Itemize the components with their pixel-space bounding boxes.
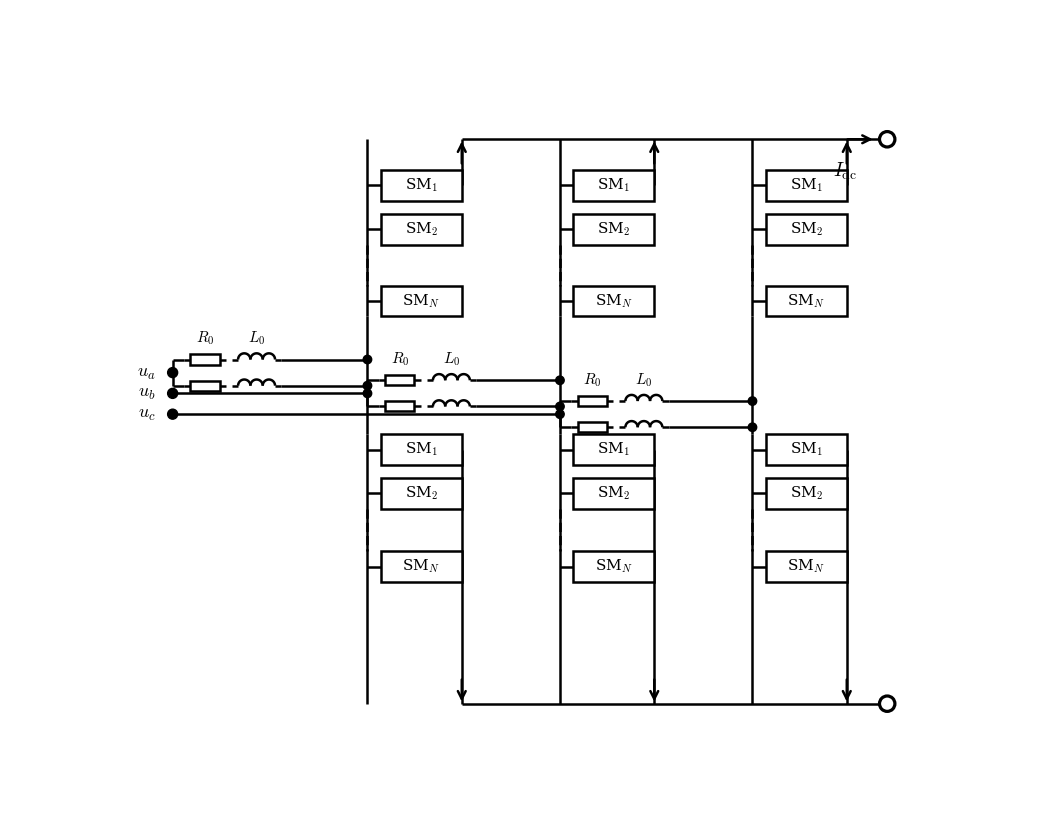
Circle shape — [363, 390, 371, 398]
Text: SM$_N$: SM$_N$ — [787, 558, 826, 576]
Circle shape — [363, 381, 371, 390]
Circle shape — [555, 410, 564, 418]
Text: SM$_N$: SM$_N$ — [787, 292, 826, 310]
Bar — [381, 170, 462, 201]
Bar — [385, 375, 414, 385]
Text: $L_0$: $L_0$ — [635, 371, 652, 389]
Circle shape — [880, 696, 894, 711]
Text: SM$_1$: SM$_1$ — [789, 177, 823, 194]
Circle shape — [167, 389, 178, 399]
Text: SM$_2$: SM$_2$ — [597, 485, 630, 502]
Text: SM$_2$: SM$_2$ — [789, 221, 823, 238]
Text: SM$_2$: SM$_2$ — [789, 485, 823, 502]
Circle shape — [880, 131, 894, 147]
Bar — [190, 355, 219, 365]
Text: $R_0$: $R_0$ — [583, 371, 601, 389]
Bar — [573, 170, 654, 201]
Bar — [381, 434, 462, 465]
Text: SM$_N$: SM$_N$ — [595, 558, 633, 576]
Bar — [765, 285, 847, 317]
Circle shape — [555, 376, 564, 385]
Text: SM$_N$: SM$_N$ — [595, 292, 633, 310]
Bar — [765, 434, 847, 465]
Text: SM$_N$: SM$_N$ — [402, 558, 440, 576]
Bar — [765, 478, 847, 509]
Bar — [765, 214, 847, 245]
Text: SM$_2$: SM$_2$ — [405, 485, 438, 502]
Text: $R_0$: $R_0$ — [196, 330, 214, 347]
Bar — [190, 380, 219, 390]
Text: SM$_1$: SM$_1$ — [405, 441, 438, 458]
Circle shape — [748, 397, 757, 405]
Bar — [385, 401, 414, 412]
Bar — [381, 478, 462, 509]
Circle shape — [363, 356, 371, 364]
Circle shape — [167, 409, 178, 419]
Text: SM$_1$: SM$_1$ — [405, 177, 438, 194]
Text: $I_{\mathrm{dc}}$: $I_{\mathrm{dc}}$ — [833, 160, 857, 182]
Text: SM$_2$: SM$_2$ — [405, 221, 438, 238]
Text: $u_b$: $u_b$ — [138, 385, 156, 403]
Bar — [577, 423, 607, 433]
Text: SM$_1$: SM$_1$ — [597, 441, 630, 458]
Bar — [381, 552, 462, 582]
Bar — [577, 396, 607, 406]
Text: SM$_1$: SM$_1$ — [597, 177, 630, 194]
Text: $u_c$: $u_c$ — [138, 405, 156, 423]
Text: $R_0$: $R_0$ — [391, 351, 409, 368]
Text: $L_0$: $L_0$ — [443, 351, 460, 368]
Text: SM$_2$: SM$_2$ — [597, 221, 630, 238]
Bar — [381, 285, 462, 317]
Bar — [573, 552, 654, 582]
Text: $L_0$: $L_0$ — [248, 330, 265, 347]
Bar — [381, 214, 462, 245]
Bar — [765, 170, 847, 201]
Bar — [573, 434, 654, 465]
Text: $u_a$: $u_a$ — [137, 364, 156, 381]
Circle shape — [748, 423, 757, 432]
Bar — [765, 552, 847, 582]
Text: SM$_1$: SM$_1$ — [789, 441, 823, 458]
Text: SM$_N$: SM$_N$ — [402, 292, 440, 310]
Bar — [573, 478, 654, 509]
Bar — [573, 285, 654, 317]
Circle shape — [555, 402, 564, 411]
Circle shape — [167, 367, 178, 378]
Bar — [573, 214, 654, 245]
